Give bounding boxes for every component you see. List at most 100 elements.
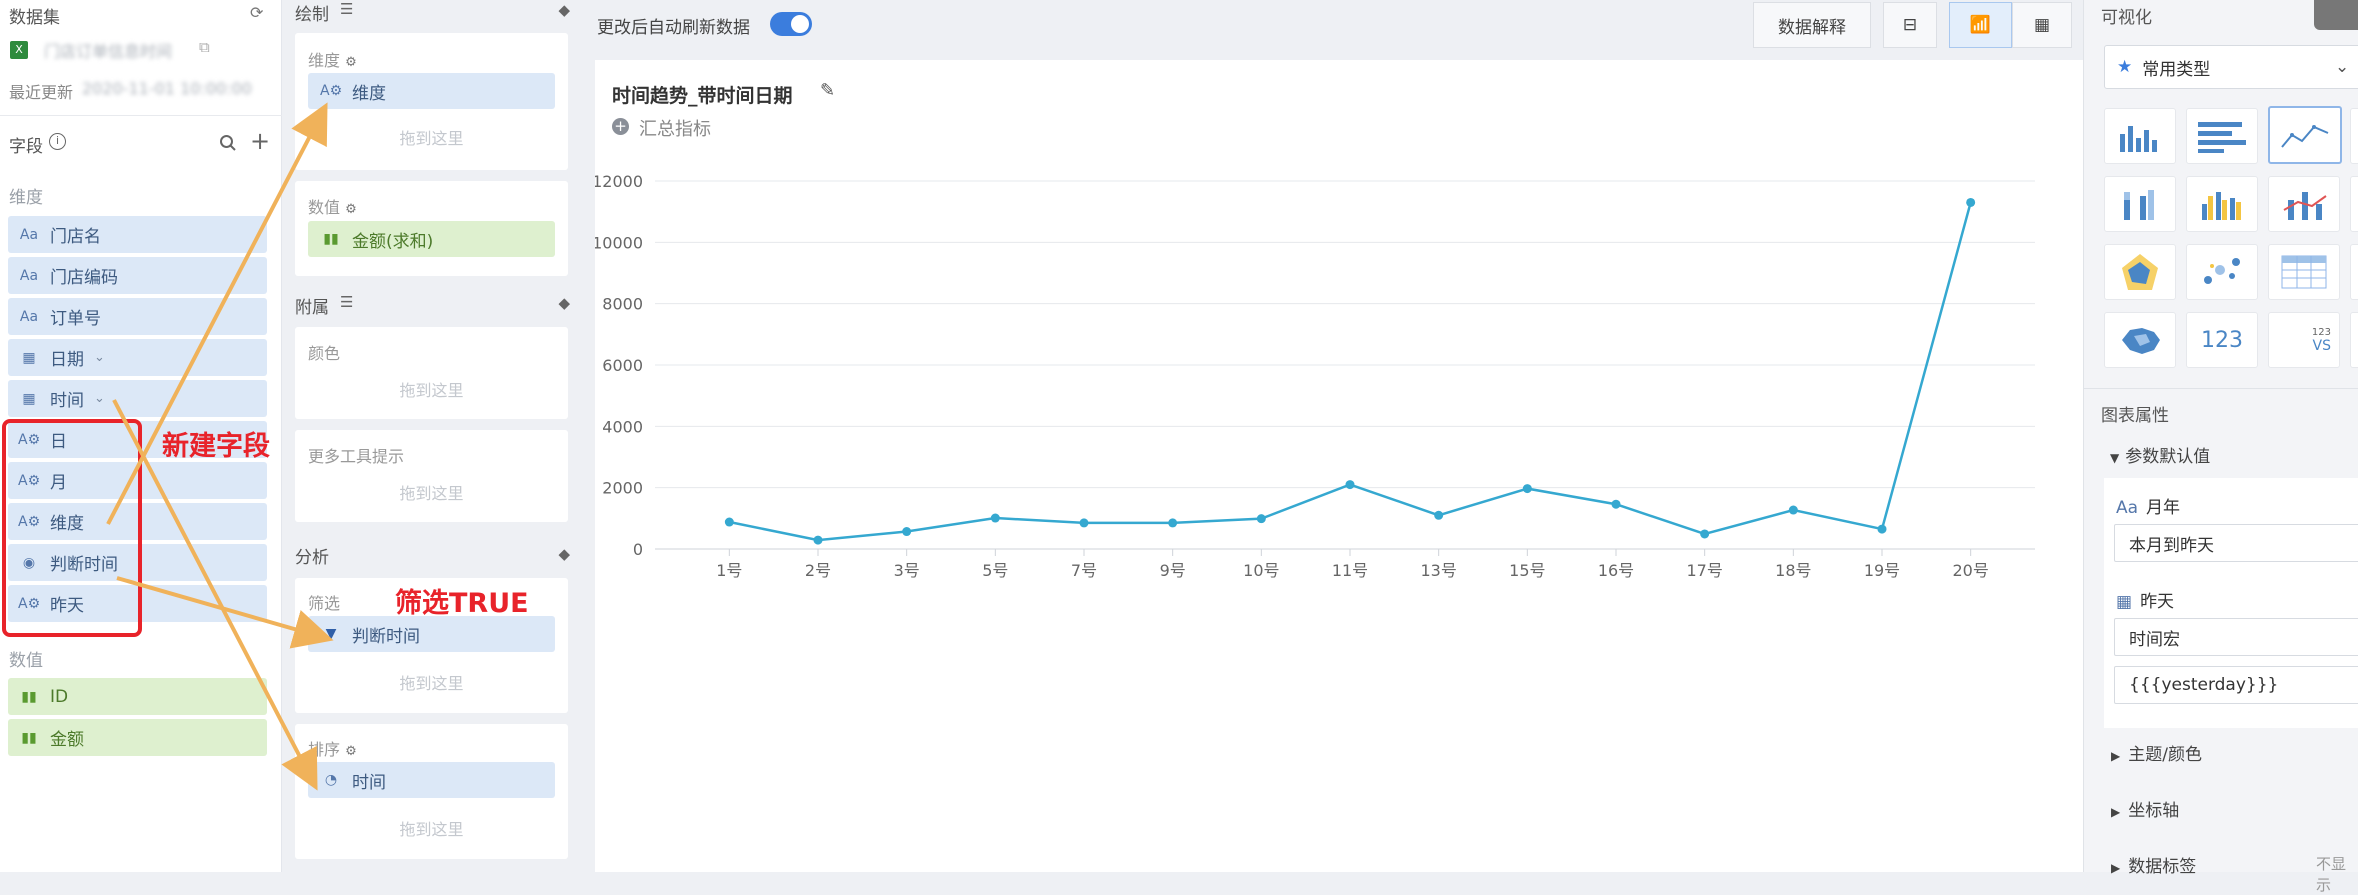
data-explain-button[interactable]: 数据解释 (1753, 2, 1871, 48)
bar-line-combo-type-icon[interactable] (2268, 176, 2340, 232)
bar-chart-icon: ▮▮ (21, 688, 37, 705)
field-id[interactable]: ▮▮ ID (8, 678, 267, 715)
value-well-label: 数值 ⚙ (308, 194, 357, 218)
search-icon[interactable] (219, 134, 237, 152)
gear-icon[interactable]: ⚙ (345, 55, 357, 70)
settings-sliders-icon[interactable]: ☰ (340, 293, 354, 311)
x-tick-label: 19号 (1864, 561, 1900, 580)
gear-icon[interactable]: ⚙ (345, 202, 357, 217)
data-point (1079, 518, 1089, 528)
line-chart-type-icon[interactable] (2268, 106, 2342, 164)
edit-pencil-icon[interactable]: ✎ (820, 80, 836, 101)
chevron-down-icon: ⌄ (2335, 57, 2350, 77)
filter-pill[interactable]: ▼ 判断时间 (308, 616, 555, 652)
field-order-id[interactable]: Aa 订单号 (8, 298, 267, 335)
kpi-number-type-icon[interactable]: 123 (2186, 312, 2258, 368)
gear-icon[interactable]: ⚙ (345, 744, 357, 759)
horizontal-bar-type-icon[interactable] (2186, 108, 2258, 164)
field-date[interactable]: ▦ 日期 ⌄ (8, 339, 267, 376)
visualization-panel: 可视化 ★ 常用类型 ⌄ 123 123 VS 图表属性 ▼ 参数默认值 Aa 月年 … (2083, 0, 2358, 894)
collapse-panel-icon[interactable]: ⊟ (1883, 2, 1937, 48)
external-link-icon[interactable]: ⧉ (199, 38, 210, 56)
chevron-down-icon[interactable]: ⌄ (94, 391, 105, 406)
settings-sliders-icon[interactable]: ☰ (340, 0, 354, 18)
bar-chart-type-icon[interactable] (2104, 108, 2176, 164)
eraser-icon[interactable]: ◆ (558, 545, 570, 563)
collapse-corner-button[interactable] (2314, 0, 2358, 30)
summary-metric-link[interactable]: 汇总指标 (639, 119, 711, 140)
globe-icon: ◉ (22, 554, 36, 571)
field-label: 月 (50, 473, 67, 493)
line-chart: 0 2000 4000 6000 8000 10000 12000 1号 2号 3号 5号 7号 9号 1… (595, 172, 2035, 580)
label-section-toggle[interactable]: ▶ 数据标签 (2111, 852, 2196, 877)
filter-well[interactable]: 筛选 ▼ 判断时间 拖到这里 (295, 578, 568, 713)
color-well-label: 颜色 (308, 344, 341, 363)
kpi-text: 123 (2201, 327, 2243, 353)
dimension-well[interactable]: 维度 ⚙ A⚙ 维度 拖到这里 (295, 33, 568, 170)
calculated-text-icon: A⚙ (18, 595, 41, 612)
param-yesterday-label: ▦ 昨天 (2116, 587, 2174, 612)
value-pill[interactable]: ▮▮ 金额(求和) (308, 221, 555, 257)
more-type-icon[interactable] (2350, 176, 2358, 232)
more-type-icon[interactable] (2350, 244, 2358, 300)
select-value: 常用类型 (2142, 59, 2211, 80)
stacked-bar-type-icon[interactable] (2104, 176, 2176, 232)
sort-pill[interactable]: ◔ 时间 (308, 762, 555, 798)
params-section-toggle[interactable]: ▼ 参数默认值 (2110, 442, 2210, 467)
kpi-compare-type-icon[interactable]: 123 VS (2268, 312, 2340, 368)
chart-type-select[interactable]: ★ 常用类型 ⌄ (2104, 45, 2358, 89)
param-month-label: Aa 月年 (2116, 493, 2180, 518)
scatter-type-icon[interactable] (2186, 244, 2258, 300)
filter-true-annotation: 筛选TRUE (395, 588, 529, 619)
chart-props-title: 图表属性 (2101, 406, 2169, 426)
text-type-icon: Aa (19, 308, 39, 325)
field-label: 门店名 (50, 227, 101, 247)
field-label: 维度 (50, 514, 84, 534)
tooltip-well[interactable]: 更多工具提示 拖到这里 (295, 430, 568, 522)
dataset-name[interactable]: 门店订单信息时间 (44, 42, 173, 61)
measure-section-title: 数值 (9, 651, 43, 671)
chart-view-icon[interactable]: 📶 (1949, 2, 2012, 48)
refresh-dataset-icon[interactable]: ⟳ (250, 3, 264, 22)
data-point (1877, 524, 1887, 534)
info-icon[interactable]: i (49, 133, 66, 150)
multi-color-bar-type-icon[interactable] (2186, 176, 2258, 232)
x-tick-label: 9号 (1160, 561, 1186, 580)
sort-well[interactable]: 排序 ⚙ ◔ 时间 拖到这里 (295, 724, 568, 859)
field-store-code[interactable]: Aa 门店编码 (8, 257, 267, 294)
more-type-icon[interactable] (2350, 108, 2358, 164)
axis-section-toggle[interactable]: ▶ 坐标轴 (2111, 796, 2179, 821)
dimension-pill[interactable]: A⚙ 维度 (308, 73, 555, 109)
field-amount[interactable]: ▮▮ 金额 (8, 719, 267, 756)
eraser-icon[interactable]: ◆ (558, 1, 570, 19)
auto-refresh-toggle[interactable] (770, 12, 812, 36)
param-yesterday-type-input[interactable]: 时间宏 (2114, 618, 2358, 656)
x-tick-label: 11号 (1332, 561, 1368, 580)
chart-title: 时间趋势_带时间日期 (612, 85, 793, 107)
x-tick-label: 17号 (1686, 561, 1722, 580)
radar-type-icon[interactable] (2104, 244, 2176, 300)
chevron-down-icon[interactable]: ⌄ (94, 350, 105, 365)
calendar-icon: ▦ (2116, 592, 2133, 612)
label-text: 排序 (308, 740, 341, 759)
field-time[interactable]: ▦ 时间 ⌄ (8, 380, 267, 417)
viz-title: 可视化 (2101, 8, 2152, 28)
new-field-annotation: 新建字段 (162, 431, 270, 462)
pill-label: 时间 (352, 772, 386, 793)
color-well[interactable]: 颜色 拖到这里 (295, 327, 568, 419)
field-store-name[interactable]: Aa 门店名 (8, 216, 267, 253)
x-tick-label: 16号 (1598, 561, 1634, 580)
more-type-icon[interactable] (2350, 312, 2358, 368)
section-label: 坐标轴 (2128, 801, 2180, 821)
eraser-icon[interactable]: ◆ (558, 294, 570, 312)
table-type-icon[interactable] (2268, 244, 2340, 300)
theme-section-toggle[interactable]: ▶ 主题/颜色 (2111, 740, 2202, 765)
param-yesterday-expr-input[interactable]: {{{yesterday}}} (2114, 666, 2358, 704)
table-view-icon[interactable]: ▦ (2012, 2, 2072, 48)
param-month-input[interactable]: 本月到昨天 (2114, 524, 2358, 562)
add-circle-icon[interactable]: + (612, 118, 629, 135)
text-type-icon: Aa (19, 267, 39, 284)
add-field-icon[interactable]: + (250, 127, 271, 155)
value-well[interactable]: 数值 ⚙ ▮▮ 金额(求和) (295, 181, 568, 276)
map-type-icon[interactable] (2104, 312, 2176, 368)
